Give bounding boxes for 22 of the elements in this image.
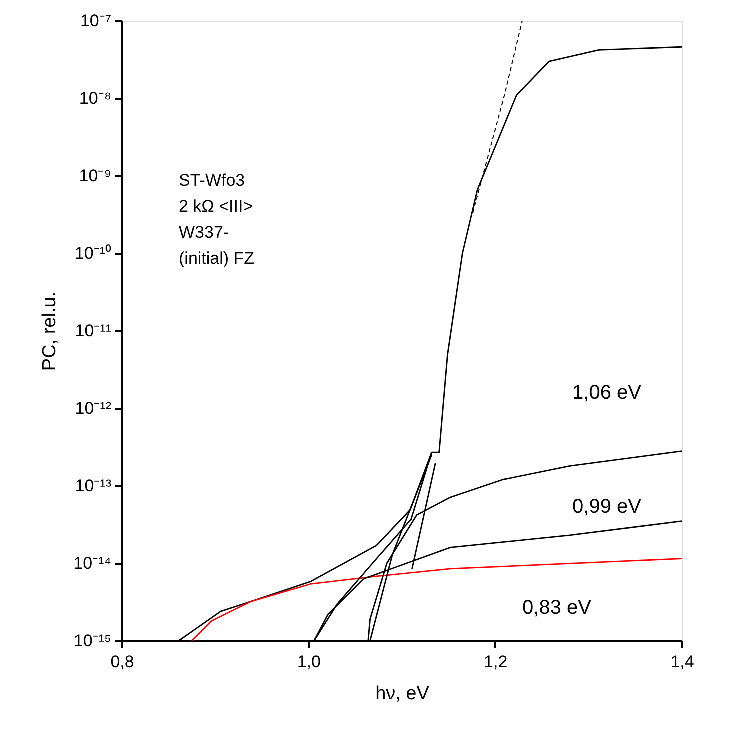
y-tick-label: 10⁻⁸ (79, 89, 112, 108)
x-tick-label: 1,2 (484, 652, 508, 672)
x-tick-label: 1,4 (670, 652, 694, 672)
y-tick-label: 10⁻¹³ (75, 476, 112, 496)
annotation: 0,99 eV (572, 496, 642, 518)
annotation: 0,83 eV (522, 597, 592, 619)
annotation: 1,06 eV (572, 382, 642, 404)
x-axis-title: hν, eV (376, 684, 430, 704)
y-tick-label: 10⁻⁷ (80, 12, 112, 30)
annotation: 2 kΩ <III> (179, 197, 254, 216)
y-tick-label: 10⁻⁹ (79, 166, 112, 186)
annotation: (initial) FZ (179, 249, 255, 268)
annotation: ST-Wfo3 (179, 171, 246, 190)
x-tick-label: 1,0 (297, 652, 321, 672)
y-tick-label: 10⁻¹⁰ (74, 244, 112, 263)
y-tick-label: 10⁻¹¹ (75, 322, 112, 340)
y-tick-label: 10⁻¹⁴ (74, 554, 112, 573)
y-tick-label: 10⁻¹⁵ (74, 632, 112, 650)
x-tick-label: 0,8 (110, 652, 134, 672)
annotation: W337- (179, 223, 230, 242)
y-tick-label: 10⁻¹² (75, 399, 112, 418)
y-axis-title: PC, rel.u. (40, 292, 61, 372)
